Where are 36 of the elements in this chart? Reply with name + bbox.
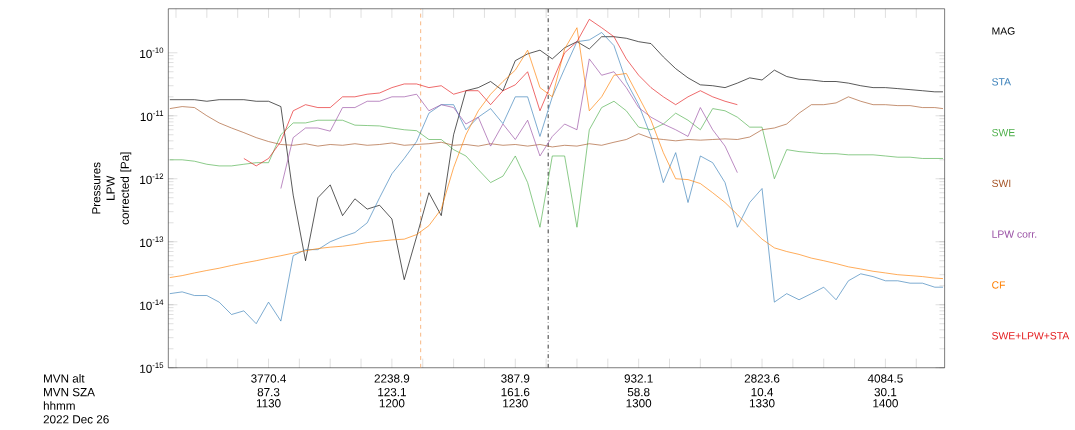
text: 58.8 [627, 387, 650, 397]
text: SWI [992, 179, 1011, 188]
text: MVN SZA [44, 387, 95, 397]
text: SWE [992, 128, 1015, 137]
x-tick-label: 1330 [749, 399, 775, 408]
text: 161.6 [501, 387, 530, 397]
x-tick-label: 1200 [379, 399, 405, 408]
y-tick-label: 10$^{-12}$ [140, 173, 164, 185]
text: 87.3 [257, 387, 280, 397]
x-tick-label: 1130 [256, 399, 281, 408]
y-tick-label: 10$^{-10}$ [140, 47, 164, 59]
text: LPW corr. [992, 230, 1037, 238]
y-axis-title: Pressures LPW corrected [Pa] [92, 152, 132, 225]
text: 2238.9 [374, 374, 410, 383]
text: 123.1 [378, 387, 406, 397]
text: MVN alt [44, 374, 85, 383]
text: 2022 Dec 26 [43, 415, 109, 424]
text: MAG [992, 27, 1015, 35]
text: 387.9 [501, 374, 530, 383]
text: 10.4 [751, 387, 774, 397]
text: 4084.5 [867, 374, 903, 383]
text: SWE+LPW+STA [992, 332, 1070, 340]
y-tick-label: 10$^{-13}$ [140, 236, 164, 248]
text: 30.1 [874, 387, 897, 397]
x-tick-label: 1230 [503, 399, 528, 408]
text: 932.1 [624, 374, 653, 383]
text: 3770.4 [251, 374, 287, 383]
text: 2823.6 [744, 374, 780, 383]
y-tick-label: 10$^{-14}$ [140, 299, 164, 310]
y-tick-label: 10$^{-11}$ [140, 110, 164, 121]
x-tick-label: 1400 [873, 399, 898, 408]
text: STA [992, 78, 1011, 86]
text: CF [992, 281, 1006, 289]
x-tick-label: 1300 [626, 399, 652, 408]
text: hhmm [43, 401, 75, 410]
y-tick-label: 10$^{-15}$ [140, 362, 164, 373]
